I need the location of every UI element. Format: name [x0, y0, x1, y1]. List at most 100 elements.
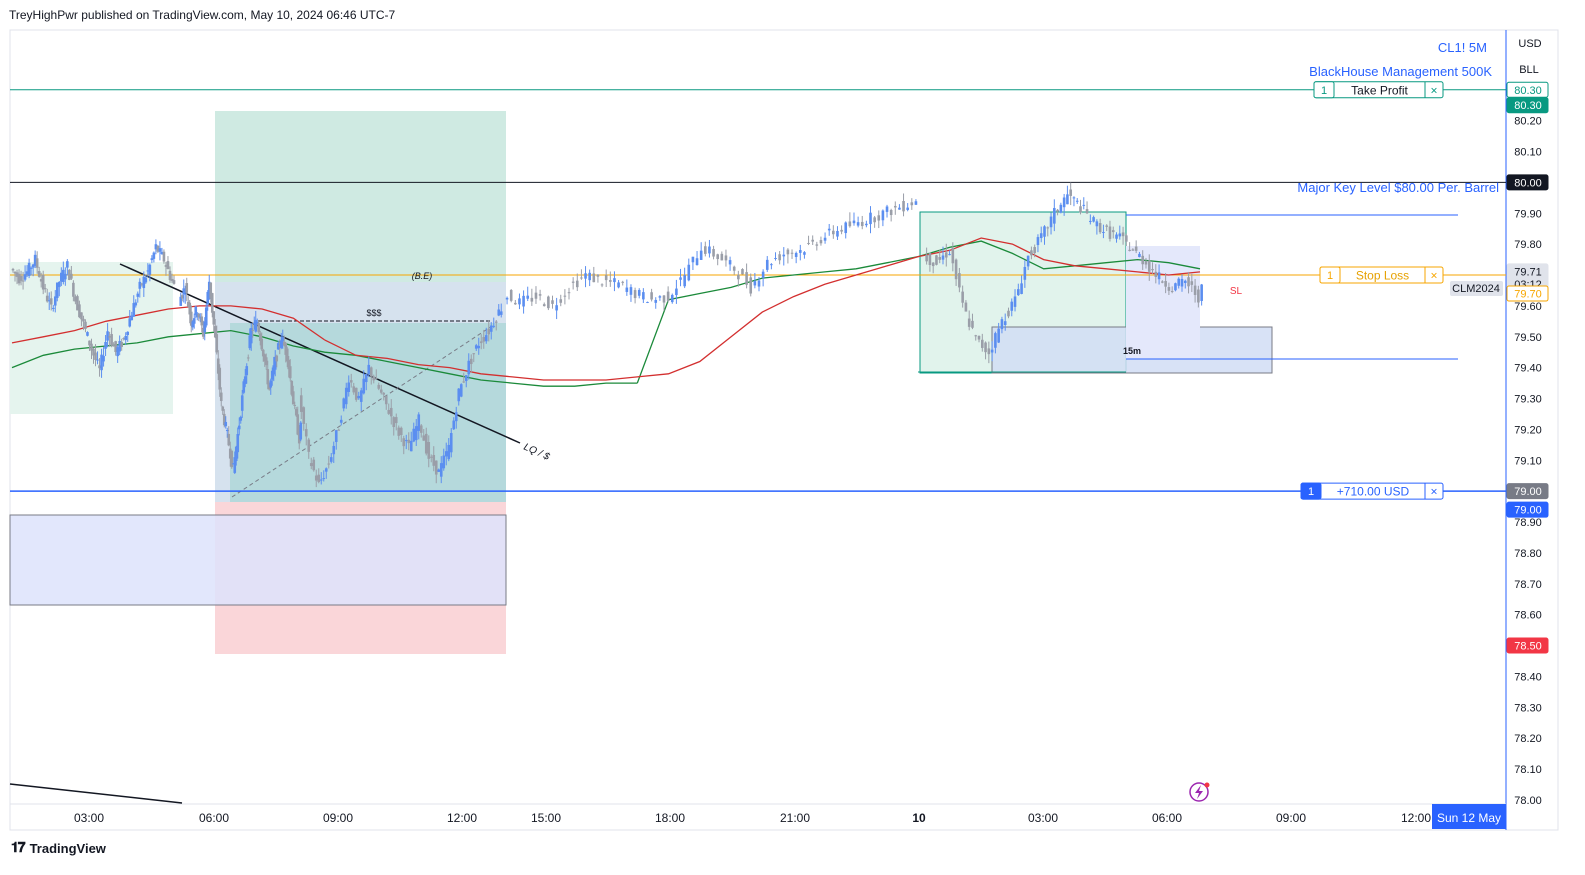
candle-body: [57, 281, 61, 288]
candle-body: [600, 284, 604, 286]
candle-body: [138, 281, 142, 289]
account-legend[interactable]: BlackHouse Management 500K: [1309, 64, 1492, 79]
candle-body: [1138, 253, 1141, 258]
x-tick-label: 03:00: [74, 811, 104, 825]
candle-body: [1111, 230, 1115, 233]
currency-label[interactable]: USD: [1518, 38, 1541, 50]
key-level-label[interactable]: Major Key Level $80.00 Per. Barrel: [1297, 180, 1499, 195]
candle-body: [944, 252, 948, 258]
accumulation-zone[interactable]: [230, 323, 506, 502]
candle-body: [941, 255, 945, 260]
order-close-icon[interactable]: ×: [1430, 485, 1437, 499]
diagonal-dashed-line[interactable]: [231, 325, 493, 498]
candle-body: [309, 463, 313, 467]
candle-body: [297, 430, 301, 444]
candle-body: [1131, 249, 1135, 251]
candle-body: [633, 290, 637, 299]
candle-body: [337, 429, 341, 431]
candle-body: [786, 249, 790, 255]
order-block-zone-left[interactable]: [9, 514, 507, 606]
candle-body: [836, 230, 839, 237]
candle-body: [215, 334, 219, 353]
candle-body: [449, 433, 453, 453]
symbol-legend[interactable]: CL1! 5M: [1438, 40, 1487, 55]
candle-body: [609, 280, 612, 282]
candle-body: [201, 327, 205, 337]
long-position-target-zone[interactable]: [215, 111, 506, 282]
candle-body: [1151, 268, 1154, 271]
candle-body: [464, 375, 468, 381]
candle-body: [990, 349, 994, 353]
candle-body: [765, 259, 769, 270]
candle-body: [575, 280, 579, 288]
candle-body: [243, 376, 247, 385]
candle-body: [432, 454, 436, 466]
candle-body: [221, 406, 225, 411]
candle-body: [227, 433, 231, 446]
candle-body: [447, 444, 451, 460]
candle-body: [1157, 272, 1161, 280]
candle-body: [288, 366, 292, 379]
unit-label[interactable]: BLL: [1519, 64, 1539, 76]
candle-body: [489, 325, 493, 332]
candle-body: [189, 311, 193, 326]
candle-body: [384, 395, 388, 405]
candle-body: [213, 326, 217, 338]
candle-body: [86, 332, 89, 336]
candle-body: [474, 345, 478, 349]
candle-body: [967, 318, 971, 327]
candle-body: [1128, 249, 1131, 252]
price-tag-label: 79.70: [1514, 289, 1542, 301]
x-tick-label: 12:00: [447, 811, 477, 825]
order-labels[interactable]: 1 Take Profit × 1 Stop Loss × 1 +710.00 USD ×: [1300, 81, 1444, 500]
order-qty: 1: [1327, 270, 1333, 282]
candle-body: [782, 254, 786, 257]
candle-body: [329, 457, 333, 462]
candle-body: [53, 296, 57, 306]
tradingview-footer[interactable]: 𝟏𝟕 TradingView: [11, 840, 106, 856]
candle-body: [434, 460, 438, 475]
candle-body: [1066, 194, 1069, 205]
candle-body: [646, 301, 649, 303]
candle-body: [264, 357, 268, 366]
lq-label[interactable]: LQ / $: [522, 442, 552, 463]
drawing-layer[interactable]: [9, 111, 1458, 804]
candle-body: [82, 318, 85, 322]
candle-body: [191, 321, 195, 328]
candle-body: [222, 413, 226, 426]
candle-body: [322, 478, 326, 480]
candle-body: [948, 254, 951, 256]
candle-body: [914, 201, 918, 205]
bottom-trendline[interactable]: [9, 783, 183, 804]
liquidity-label[interactable]: $$$: [366, 308, 381, 318]
candle-body: [204, 307, 208, 326]
order-close-icon[interactable]: ×: [1430, 83, 1437, 97]
candle-body: [21, 280, 25, 282]
candle-body: [604, 275, 608, 281]
timeframe-label[interactable]: 15m: [1123, 346, 1141, 356]
candle-body: [394, 417, 398, 424]
replay-lightning-icon[interactable]: [1189, 782, 1210, 802]
sl-label[interactable]: SL: [1230, 286, 1243, 297]
price-tag-label: 78.50: [1514, 641, 1542, 653]
candle-body: [625, 287, 629, 292]
candle-body: [613, 278, 616, 283]
candle-body: [958, 273, 961, 288]
candle-body: [803, 252, 806, 255]
be-label[interactable]: (B.E): [412, 271, 433, 281]
candle-body: [497, 309, 501, 316]
candle-body: [51, 307, 55, 309]
candle-body: [397, 427, 401, 436]
candle-body: [372, 376, 376, 381]
order-close-icon[interactable]: ×: [1430, 269, 1437, 283]
candle-body: [881, 210, 885, 221]
fvg-zone-right[interactable]: [1126, 246, 1200, 359]
candle-body: [974, 335, 978, 337]
candle-body: [231, 463, 235, 465]
candle-body: [1147, 260, 1151, 272]
candle-body: [236, 434, 240, 453]
candle-body: [770, 264, 773, 266]
candle-body: [261, 349, 265, 357]
candle-body: [144, 277, 148, 283]
